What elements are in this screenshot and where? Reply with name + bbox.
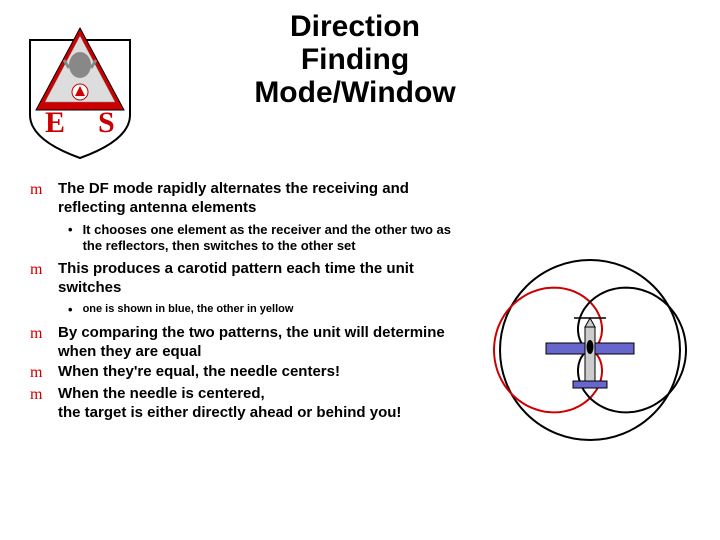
bullet-marker-icon: m xyxy=(30,385,50,405)
title-line-3: Mode/Window xyxy=(254,76,455,109)
bullet-text: When they're equal, the needle centers! xyxy=(58,363,340,382)
bullet-marker-icon: m xyxy=(30,324,50,344)
sub-bullet-marker-icon: • xyxy=(68,222,73,238)
bullet-marker-icon: m xyxy=(30,260,50,280)
bullet-text: When the needle is centered, the target … xyxy=(58,385,401,423)
logo-shield: E S xyxy=(20,20,140,160)
bullet-marker-icon: m xyxy=(30,363,50,383)
sub-bullet-text: It chooses one element as the receiver a… xyxy=(83,222,470,255)
slide-title: Direction Finding Mode/Window xyxy=(200,10,510,109)
logo-letter-s: S xyxy=(98,106,115,139)
bullet-list: m The DF mode rapidly alternates the rec… xyxy=(30,180,470,425)
sub-bullet-item: • one is shown in blue, the other in yel… xyxy=(68,302,470,318)
aircraft-icon xyxy=(546,318,634,388)
bullet-item: m When they're equal, the needle centers… xyxy=(30,363,470,383)
sub-bullet-text: one is shown in blue, the other in yello… xyxy=(83,302,294,316)
bullet-item: m The DF mode rapidly alternates the rec… xyxy=(30,180,470,218)
sub-bullet-item: • It chooses one element as the receiver… xyxy=(68,222,470,255)
cardioid-diagram xyxy=(475,235,705,465)
bullet-item: m This produces a carotid pattern each t… xyxy=(30,260,470,298)
bullet-marker-icon: m xyxy=(30,180,50,200)
bullet-text: By comparing the two patterns, the unit … xyxy=(58,324,470,362)
sub-bullet-marker-icon: • xyxy=(68,302,73,318)
bullet-item: m By comparing the two patterns, the uni… xyxy=(30,324,470,362)
title-line-1: Direction xyxy=(290,10,420,43)
bullet-text: This produces a carotid pattern each tim… xyxy=(58,260,470,298)
title-line-2: Finding xyxy=(301,43,409,76)
bullet-item: m When the needle is centered, the targe… xyxy=(30,385,470,423)
logo-letter-e: E xyxy=(45,106,65,139)
bullet-text: The DF mode rapidly alternates the recei… xyxy=(58,180,470,218)
